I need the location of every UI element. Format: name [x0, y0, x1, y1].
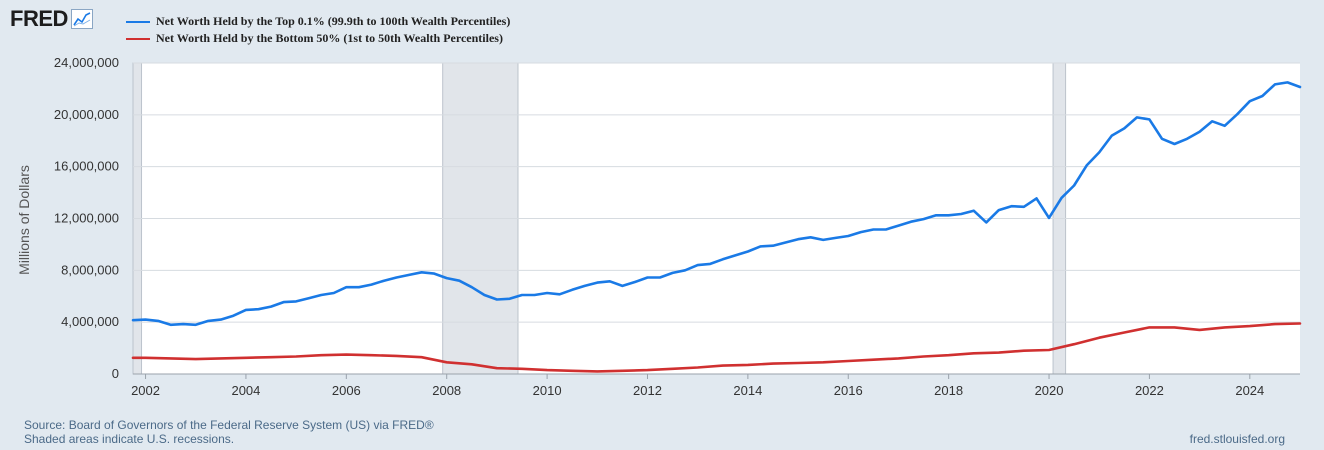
legend-label-top-0-1: Net Worth Held by the Top 0.1% (99.9th t… — [156, 14, 511, 28]
chart-header: FRED Net Worth Held by the Top 0.1% (99.… — [0, 0, 1324, 50]
x-tick-label: 2004 — [231, 383, 260, 398]
source-note: Source: Board of Governors of the Federa… — [24, 418, 434, 432]
legend-item-bottom-50[interactable]: Net Worth Held by the Bottom 50% (1st to… — [126, 31, 503, 46]
x-tick-label: 2022 — [1135, 383, 1164, 398]
legend-item-top-0-1[interactable]: Net Worth Held by the Top 0.1% (99.9th t… — [126, 14, 510, 29]
line-chart: 0 4,000,000 8,000,000 12,000,000 16,000,000 2… — [16, 55, 1302, 398]
x-tick-label: 2006 — [332, 383, 361, 398]
fred-url-link[interactable]: fred.stlouisfed.org — [1189, 432, 1285, 446]
y-tick-label: 8,000,000 — [61, 262, 119, 277]
series-line-top-0-1[interactable] — [131, 81, 1302, 327]
x-tick-label: 2010 — [533, 383, 562, 398]
y-tick-label: 12,000,000 — [54, 211, 119, 226]
y-tick-label: 16,000,000 — [54, 159, 119, 174]
y-axis-ticks: 0 4,000,000 8,000,000 12,000,000 16,000,000 2… — [54, 55, 119, 381]
legend-swatch-blue — [126, 20, 150, 23]
logo-text: FRED — [10, 6, 68, 31]
x-tick-label: 2014 — [733, 383, 762, 398]
x-tick-label: 2012 — [633, 383, 662, 398]
x-tick-label: 2016 — [834, 383, 863, 398]
recession-note: Shaded areas indicate U.S. recessions. — [24, 432, 235, 446]
y-tick-label: 24,000,000 — [54, 55, 119, 70]
fred-logo[interactable]: FRED — [10, 6, 93, 32]
y-axis-label: Millions of Dollars — [16, 165, 32, 275]
series-layer — [131, 81, 1302, 373]
x-tick-label: 2008 — [432, 383, 461, 398]
x-tick-label: 2002 — [131, 383, 160, 398]
legend-label-bottom-50: Net Worth Held by the Bottom 50% (1st to… — [156, 31, 503, 45]
y-tick-label: 20,000,000 — [54, 107, 119, 122]
x-axis-ticks: 2002 2004 2006 2008 2010 2012 2014 2016 2018 2020… — [131, 373, 1300, 398]
x-tick-label: 2020 — [1035, 383, 1064, 398]
legend-swatch-red — [126, 37, 150, 40]
x-tick-label: 2024 — [1235, 383, 1264, 398]
line-graph-icon — [70, 9, 93, 29]
series-line-bottom-50[interactable] — [131, 322, 1302, 373]
y-tick-label: 4,000,000 — [61, 314, 119, 329]
x-tick-label: 2018 — [934, 383, 963, 398]
y-tick-label: 0 — [112, 366, 119, 381]
